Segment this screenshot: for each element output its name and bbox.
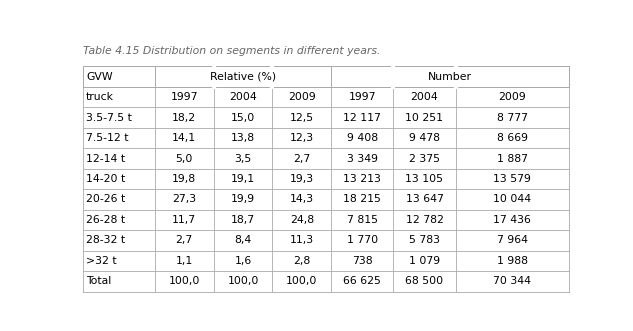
Text: 28-32 t: 28-32 t: [86, 235, 125, 245]
Text: 14-20 t: 14-20 t: [86, 174, 125, 184]
Text: 70 344: 70 344: [493, 276, 531, 286]
Text: 10 251: 10 251: [406, 113, 444, 122]
Text: 8 669: 8 669: [497, 133, 528, 143]
Text: 20-26 t: 20-26 t: [86, 195, 125, 205]
Text: 100,0: 100,0: [286, 276, 318, 286]
Text: 3 349: 3 349: [347, 154, 378, 164]
Text: 8,4: 8,4: [234, 235, 252, 245]
Text: 7 964: 7 964: [497, 235, 528, 245]
Text: 2 375: 2 375: [409, 154, 440, 164]
Text: 1 887: 1 887: [497, 154, 528, 164]
Text: 100,0: 100,0: [227, 276, 259, 286]
Text: 18,7: 18,7: [231, 215, 255, 225]
Text: truck: truck: [86, 92, 114, 102]
Text: 12 117: 12 117: [343, 113, 381, 122]
Text: 12,5: 12,5: [290, 113, 314, 122]
Text: 3.5-7.5 t: 3.5-7.5 t: [86, 113, 132, 122]
Text: 1,6: 1,6: [234, 256, 252, 266]
Text: 1,1: 1,1: [176, 256, 193, 266]
Text: 738: 738: [352, 256, 373, 266]
Text: 9 478: 9 478: [409, 133, 440, 143]
Text: 2009: 2009: [498, 92, 526, 102]
Text: 27,3: 27,3: [172, 195, 196, 205]
Text: 11,3: 11,3: [290, 235, 314, 245]
Text: >32 t: >32 t: [86, 256, 116, 266]
Text: 18 215: 18 215: [343, 195, 381, 205]
Text: 1 988: 1 988: [497, 256, 528, 266]
Text: 26-28 t: 26-28 t: [86, 215, 125, 225]
Text: 68 500: 68 500: [405, 276, 444, 286]
Text: 19,3: 19,3: [290, 174, 314, 184]
Text: 13,8: 13,8: [231, 133, 255, 143]
Text: 17 436: 17 436: [493, 215, 531, 225]
Text: 1 770: 1 770: [347, 235, 378, 245]
Text: 1997: 1997: [349, 92, 376, 102]
Text: 14,3: 14,3: [290, 195, 314, 205]
Text: 19,9: 19,9: [231, 195, 255, 205]
Text: 5 783: 5 783: [409, 235, 440, 245]
Text: 8 777: 8 777: [497, 113, 528, 122]
Text: 2004: 2004: [411, 92, 438, 102]
Text: Total: Total: [86, 276, 111, 286]
Text: 3,5: 3,5: [234, 154, 252, 164]
Text: 2,7: 2,7: [176, 235, 193, 245]
Text: 13 213: 13 213: [343, 174, 381, 184]
Text: 1997: 1997: [170, 92, 198, 102]
Text: 12-14 t: 12-14 t: [86, 154, 125, 164]
Text: 5,0: 5,0: [175, 154, 193, 164]
Text: 13 579: 13 579: [493, 174, 531, 184]
Text: 10 044: 10 044: [493, 195, 531, 205]
Text: 12,3: 12,3: [290, 133, 314, 143]
Text: 2,8: 2,8: [293, 256, 310, 266]
Text: 2004: 2004: [229, 92, 257, 102]
Text: 2009: 2009: [288, 92, 316, 102]
Text: 18,2: 18,2: [172, 113, 196, 122]
Text: 7 815: 7 815: [347, 215, 378, 225]
Text: 19,8: 19,8: [172, 174, 196, 184]
Text: Relative (%): Relative (%): [210, 72, 276, 82]
Text: 12 782: 12 782: [406, 215, 443, 225]
Text: 7.5-12 t: 7.5-12 t: [86, 133, 128, 143]
Text: 11,7: 11,7: [172, 215, 196, 225]
Text: 2,7: 2,7: [293, 154, 310, 164]
Text: 1 079: 1 079: [409, 256, 440, 266]
Text: 100,0: 100,0: [168, 276, 200, 286]
Text: 15,0: 15,0: [231, 113, 255, 122]
Text: 9 408: 9 408: [347, 133, 378, 143]
Text: GVW: GVW: [86, 72, 113, 82]
Text: Table 4.15 Distribution on segments in different years.: Table 4.15 Distribution on segments in d…: [83, 46, 380, 56]
Text: 14,1: 14,1: [172, 133, 196, 143]
Text: Number: Number: [428, 72, 472, 82]
Text: 13 647: 13 647: [406, 195, 443, 205]
Text: 24,8: 24,8: [290, 215, 314, 225]
Text: 19,1: 19,1: [231, 174, 255, 184]
Text: 13 105: 13 105: [406, 174, 444, 184]
Text: 66 625: 66 625: [343, 276, 381, 286]
